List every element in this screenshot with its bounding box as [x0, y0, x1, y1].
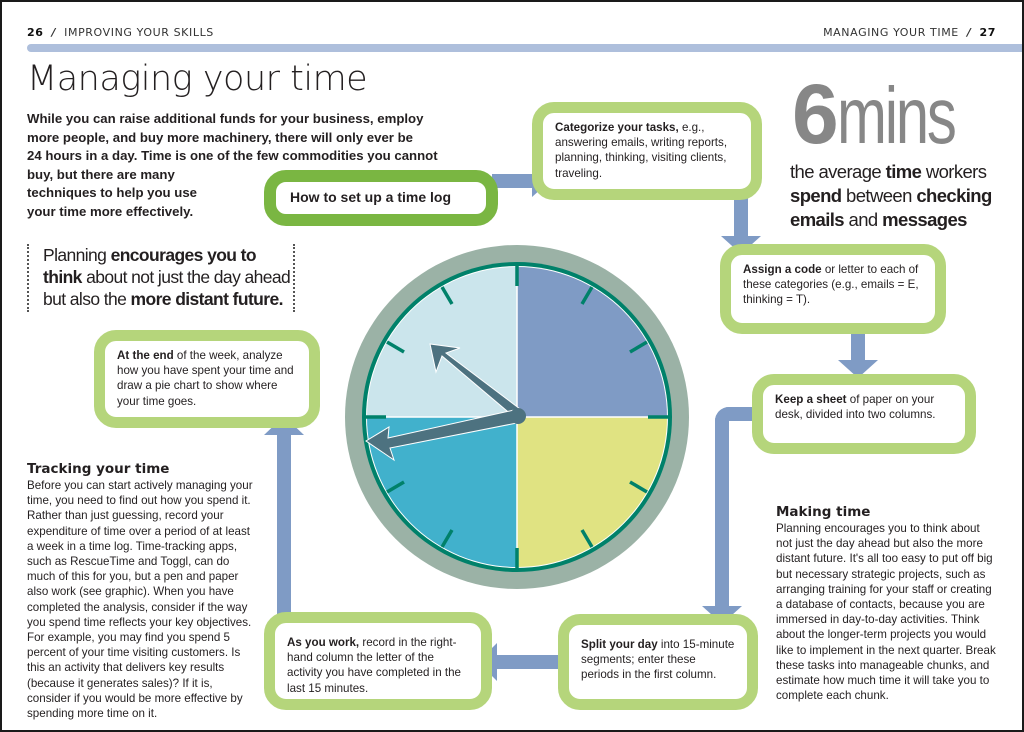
quote-text: about not just the day ahead but also th…: [43, 267, 291, 309]
step-text: of paper on your desk, divided into two …: [775, 393, 936, 422]
quote-emphasis: more distant future.: [130, 289, 284, 309]
flow-step-split-day: Split your day into 15-minute segments; …: [558, 614, 758, 710]
intro-line: While you can raise additional funds for…: [27, 111, 424, 126]
flow-arrow: [734, 198, 748, 238]
flow-step-as-you-work: As you work, record in the right-hand co…: [264, 612, 492, 710]
step-bold: At the end: [117, 349, 174, 362]
quadrant-bottom-right: [517, 417, 667, 567]
caption-emphasis: checking emails: [790, 185, 992, 230]
step-bold: Keep a sheet: [775, 393, 847, 406]
flow-arrow: [492, 174, 534, 188]
quadrant-bottom-left: [367, 417, 517, 567]
flow-start-label: How to set up a time log: [290, 189, 452, 206]
section-title-left: IMPROVING YOUR SKILLS: [64, 26, 214, 39]
sidebar-heading: Tracking your time: [27, 461, 170, 477]
separator: /: [966, 26, 972, 39]
sidebar-body: Planning encourages you to think about n…: [776, 522, 996, 703]
step-text: into 15-minute segments; enter these per…: [581, 638, 735, 682]
section-title-right: MANAGING YOUR TIME: [823, 26, 959, 39]
step-bold: As you work,: [287, 636, 360, 649]
step-text: of the week, analyze how you have spent …: [117, 349, 294, 408]
header-rule: [27, 44, 1022, 52]
minute-hand-icon: [365, 409, 523, 462]
running-head-right: MANAGING YOUR TIME / 27: [823, 26, 996, 39]
intro-line: 24 hours in a day. Time is one of the fe…: [27, 148, 438, 163]
flow-arrow: [851, 332, 865, 362]
page-number-right: 27: [979, 26, 996, 39]
step-bold: Split your day: [581, 638, 658, 651]
intro-paragraph: While you can raise additional funds for…: [27, 110, 447, 221]
separator: /: [51, 26, 57, 39]
page-title: Managing your time: [27, 59, 368, 99]
intro-line: more people, and buy more machinery, the…: [27, 129, 413, 145]
sidebar-tracking-time: Tracking your time Before you can start …: [27, 461, 257, 721]
intro-line: techniques to help you use: [27, 185, 197, 200]
stat-number: 6: [792, 67, 839, 161]
running-head-left: 26 / IMPROVING YOUR SKILLS: [27, 26, 214, 39]
caption-emphasis: messages: [882, 209, 967, 230]
step-text: or letter to each of these categories (e…: [743, 263, 919, 307]
hour-hand-icon: [429, 343, 525, 423]
intro-line: your time more effectively.: [27, 203, 194, 219]
flow-step-at-the-end: At the end of the week, analyze how you …: [94, 330, 320, 428]
intro-line: buy, but there are many: [27, 166, 175, 182]
flow-arrow: [715, 407, 729, 607]
flow-start-box: How to set up a time log: [264, 170, 498, 226]
sidebar-body: Before you can start actively managing y…: [27, 479, 253, 721]
step-bold: Categorize your tasks,: [555, 121, 679, 134]
quote-emphasis: encourages you to think: [43, 245, 257, 287]
flow-step-assign-code: Assign a code or letter to each of these…: [720, 244, 946, 334]
flow-step-keep-sheet: Keep a sheet of paper on your desk, divi…: [752, 374, 976, 454]
step-text: e.g., answering emails, writing reports,…: [555, 121, 728, 180]
stat-unit: mins: [836, 71, 957, 160]
stat-figure: 6mins: [792, 72, 994, 156]
caption-emphasis: time: [885, 161, 922, 182]
pull-quote: Planning encourages you to think about n…: [27, 244, 295, 312]
step-bold: Assign a code: [743, 263, 822, 276]
quadrant-top-right: [517, 267, 667, 417]
clock-ticks: [366, 266, 668, 568]
caption-text: between: [841, 185, 917, 206]
stat-caption: the average time workers spend between c…: [790, 160, 1010, 232]
flow-arrow: [496, 655, 564, 669]
step-text: record in the right-hand column the lett…: [287, 636, 462, 695]
sidebar-making-time: Making time Planning encourages you to t…: [776, 504, 998, 703]
page-number-left: 26: [27, 26, 44, 39]
caption-text: the average: [790, 161, 886, 182]
arrow-head-icon: [838, 360, 878, 378]
caption-emphasis: spend: [790, 185, 842, 206]
clock-pie-illustration: [345, 245, 689, 589]
clock-hands: [365, 343, 526, 462]
caption-text: workers: [921, 161, 987, 182]
caption-text: and: [844, 209, 883, 230]
flow-step-categorize: Categorize your tasks, e.g., answering e…: [532, 102, 762, 200]
sidebar-heading: Making time: [776, 504, 871, 520]
quote-text: Planning: [43, 245, 111, 265]
flow-arrow: [277, 434, 291, 614]
